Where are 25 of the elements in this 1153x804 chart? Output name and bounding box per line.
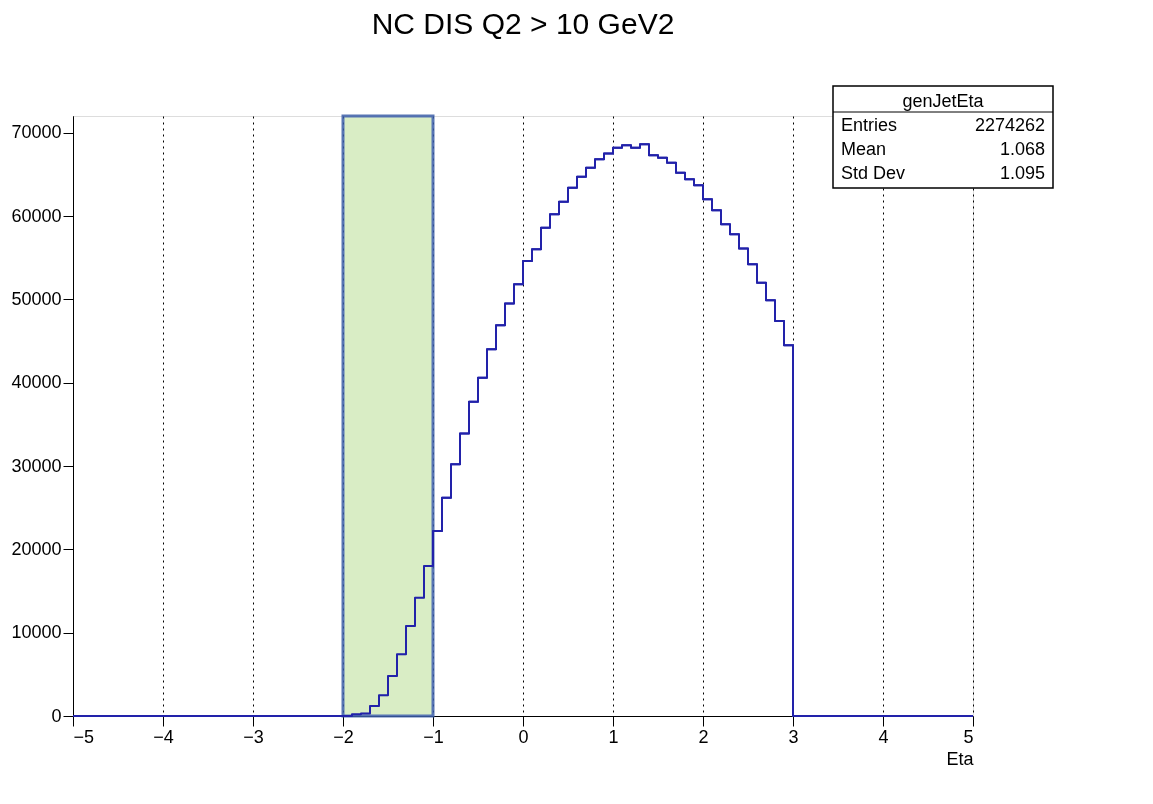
y-tick-label: 70000 — [11, 122, 62, 143]
x-tick-label: −3 — [243, 726, 264, 747]
x-tick-label: −1 — [423, 726, 444, 747]
x-tick-label: 2 — [698, 726, 709, 747]
x-tick-label: 3 — [788, 726, 799, 747]
x-tick-label: −4 — [153, 726, 174, 747]
x-tick-label: −5 — [73, 726, 95, 747]
text: Std Dev 1.095 — [841, 163, 1045, 183]
y-tick-label: 20000 — [11, 538, 62, 559]
x-tick-label: 1 — [608, 726, 619, 747]
y-tick-label: 30000 — [11, 455, 62, 476]
y-tick-label: 50000 — [11, 288, 62, 309]
text: Mean 1.068 — [841, 139, 1045, 159]
y-tick-label: 60000 — [11, 205, 62, 226]
x-tick-label: 0 — [518, 726, 529, 747]
y-tick-label: 10000 — [11, 622, 62, 643]
x-tick-label: −2 — [333, 726, 354, 747]
y-tick-label: 40000 — [11, 372, 62, 393]
x-tick-label: 5 — [963, 726, 974, 747]
text: genJetEta — [902, 91, 985, 111]
y-tick-label: 0 — [51, 705, 62, 726]
x-tick-label: 4 — [878, 726, 889, 747]
chart-title: NC DIS Q2 > 10 GeV2 — [371, 7, 675, 41]
x-axis-title: Eta — [946, 748, 975, 769]
text: Entries 2274262 — [841, 115, 1045, 135]
